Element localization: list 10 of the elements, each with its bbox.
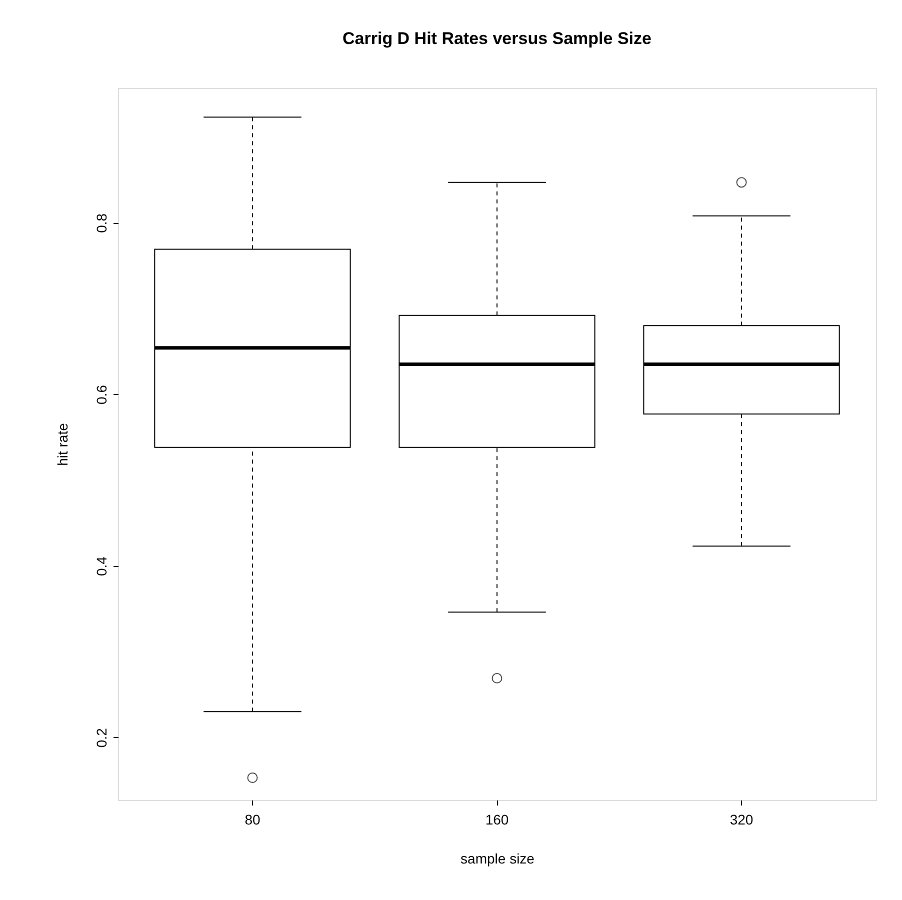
x-tick-label: 320 [730,812,754,828]
y-tick-label: 0.6 [94,384,110,404]
y-tick-label: 0.4 [94,556,110,576]
y-tick-label: 0.2 [94,728,110,748]
x-tick-label: 80 [244,812,260,828]
y-tick-label: 0.8 [94,213,110,233]
y-axis-title: hit rate [54,422,70,466]
x-axis-title: sample size [460,850,535,866]
chart-title: Carrig D Hit Rates versus Sample Size [342,29,652,48]
x-tick-label: 160 [485,812,509,828]
